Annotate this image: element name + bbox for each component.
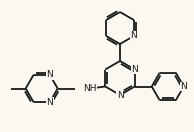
Text: N: N — [131, 65, 138, 74]
Text: N: N — [46, 98, 53, 107]
Text: N: N — [46, 70, 53, 79]
Text: NH: NH — [83, 84, 97, 93]
Text: N: N — [180, 82, 187, 91]
Text: N: N — [131, 32, 137, 41]
Text: N: N — [117, 91, 123, 100]
